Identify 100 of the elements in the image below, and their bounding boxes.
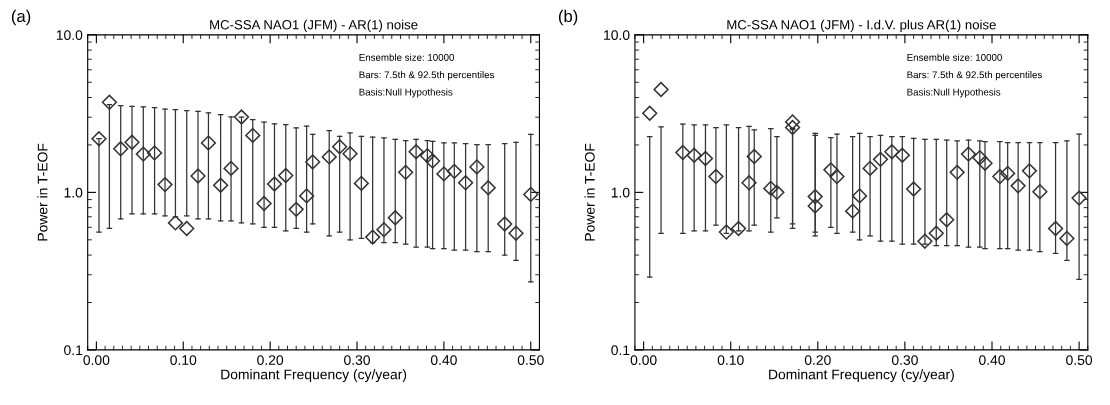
point [146, 145, 163, 161]
x-tick-label: 0.30 [344, 355, 370, 365]
text: (b) [558, 9, 578, 26]
x-tick-label: 0.10 [170, 355, 197, 365]
point [741, 175, 757, 191]
point [763, 180, 779, 197]
x-tick-label: 0.20 [257, 355, 284, 365]
point [905, 181, 922, 197]
y-tick-label: 0.1 [64, 345, 83, 356]
point [124, 134, 140, 150]
x-tick-label: 0.20 [804, 355, 831, 365]
point [823, 162, 839, 178]
point [480, 180, 496, 196]
point [1000, 165, 1016, 182]
point [642, 105, 658, 121]
annotation: Basis:Null Hypothesis [359, 88, 453, 98]
x-tick-label: 0.00 [630, 355, 657, 365]
annotation: Bars: 7.5th & 92.5th percentiles [359, 71, 495, 81]
point [939, 212, 955, 228]
point [972, 150, 988, 166]
point [497, 216, 513, 232]
point [353, 175, 369, 192]
x-tick-label: 0.50 [1066, 355, 1093, 365]
point [769, 184, 785, 201]
point [157, 176, 173, 193]
point [223, 160, 239, 177]
point [190, 168, 206, 184]
point [233, 109, 250, 125]
point [469, 159, 485, 175]
point [342, 146, 358, 162]
point [278, 167, 294, 184]
y-axis-title: Power in T-EOF [37, 143, 48, 241]
point [872, 151, 889, 168]
x-tick-label: 0.00 [83, 355, 110, 365]
y-tick-label: 1.0 [64, 187, 83, 198]
point [1032, 184, 1048, 200]
point [419, 148, 436, 164]
annotation: Basis:Null Hypothesis [907, 88, 1001, 98]
annotation: Bars: 7.5th & 92.5th percentiles [907, 71, 1042, 81]
x-tick-label: 0.40 [430, 355, 457, 365]
point [686, 147, 702, 163]
point [288, 201, 304, 218]
point [977, 155, 993, 171]
annotation: Ensemble size: 10000 [359, 53, 455, 61]
point [807, 198, 823, 214]
point [212, 177, 229, 193]
point [894, 147, 910, 163]
y-tick-label: 10.0 [56, 30, 83, 40]
point [457, 175, 474, 191]
point [992, 168, 1008, 185]
point [1059, 230, 1075, 247]
y-tick-label: 0.1 [611, 345, 630, 356]
chart-title: MC-SSA NAO1 (JFM) - I.d.V. plus AR(1) noise [727, 19, 996, 33]
point [653, 81, 669, 98]
x-axis-title: Dominant Frequency (cy/year) [769, 369, 954, 383]
point [523, 186, 539, 203]
point [697, 150, 714, 167]
text: (a) [11, 9, 31, 26]
point [305, 154, 321, 170]
point [884, 144, 900, 160]
point [135, 146, 151, 162]
point [960, 146, 977, 162]
x-tick-label: 0.40 [979, 355, 1005, 365]
point [851, 188, 868, 204]
point [321, 149, 337, 165]
point [730, 220, 747, 237]
point [746, 148, 762, 165]
annotation: Ensemble size: 10000 [907, 53, 1002, 61]
point [845, 203, 861, 219]
point [101, 94, 118, 110]
point [398, 164, 414, 180]
point [424, 153, 441, 169]
point [167, 215, 184, 231]
point [508, 225, 524, 241]
point [331, 139, 348, 155]
y-tick-label: 1.0 [611, 187, 630, 198]
point [718, 224, 735, 240]
point [675, 144, 691, 161]
x-axis-title: Dominant Frequency (cy/year) [221, 369, 407, 383]
chart-title: MC-SSA NAO1 (JFM) - AR(1) noise [210, 19, 418, 33]
point [1047, 220, 1064, 237]
point [1021, 163, 1038, 179]
point [113, 141, 129, 157]
y-tick-label: 10.0 [604, 30, 630, 40]
point [245, 127, 261, 144]
point [436, 166, 452, 182]
point [949, 164, 965, 180]
point [179, 220, 195, 237]
point [256, 195, 272, 212]
point [387, 210, 403, 226]
point [829, 168, 845, 185]
point [928, 225, 944, 241]
point [784, 114, 801, 130]
x-tick-label: 0.10 [717, 355, 744, 365]
x-tick-label: 0.30 [891, 355, 918, 365]
y-axis-title: Power in T-EOF [584, 143, 595, 241]
point [807, 188, 823, 205]
point [862, 160, 878, 177]
point [1071, 190, 1087, 206]
point [91, 131, 107, 147]
